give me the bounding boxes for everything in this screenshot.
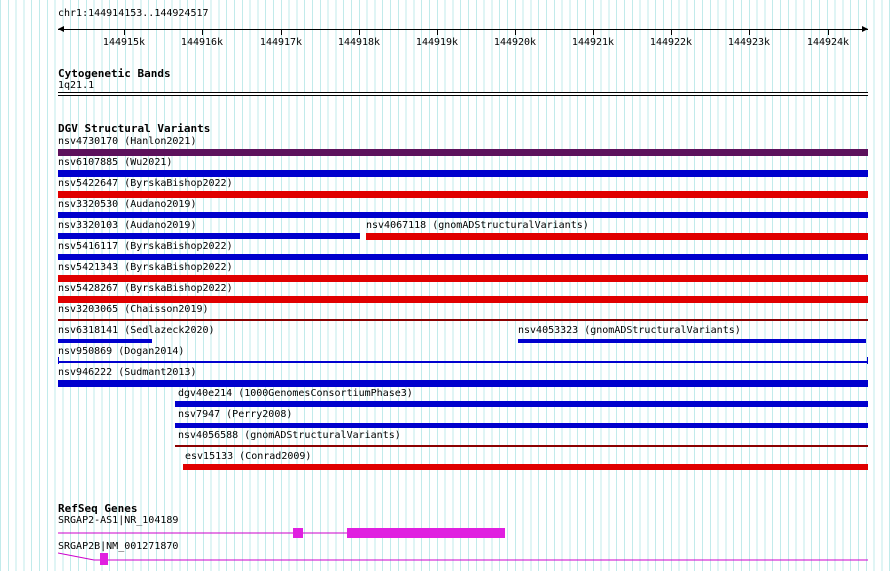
dgv-track-row: esv15133 (Conrad2009)	[58, 451, 868, 472]
ruler-tick-label: 144917k	[259, 37, 303, 48]
dgv-track-row: nsv7947 (Perry2008)	[58, 409, 868, 430]
variant-bar[interactable]	[58, 380, 868, 387]
variant-label[interactable]: nsv4067118 (gnomADStructuralVariants)	[366, 220, 589, 231]
variant-end-tick	[58, 357, 59, 364]
dgv-track-row: nsv3203065 (Chaisson2019)	[58, 304, 868, 325]
gene-structure[interactable]	[58, 526, 868, 540]
variant-label[interactable]: esv15133 (Conrad2009)	[185, 451, 312, 462]
variant-label[interactable]: nsv3203065 (Chaisson2019)	[58, 304, 209, 315]
gene-label[interactable]: SRGAP2B|NM_001271870	[58, 541, 179, 552]
ruler-tick	[359, 30, 360, 35]
variant-bar[interactable]	[175, 445, 868, 447]
gene-label[interactable]: SRGAP2-AS1|NR_104189	[58, 515, 179, 526]
ruler-tick	[593, 30, 594, 35]
dgv-track-row: dgv40e214 (1000GenomesConsortiumPhase3)	[58, 388, 868, 409]
ruler-tick-label: 144922k	[649, 37, 693, 48]
dgv-track-row: nsv5421343 (ByrskaBishop2022)	[58, 262, 868, 283]
variant-bar[interactable]	[58, 339, 152, 343]
ruler-left-arrow-icon	[58, 26, 64, 32]
ruler-tick-label: 144919k	[415, 37, 459, 48]
dgv-tracks-container: nsv4730170 (Hanlon2021) nsv6107885 (Wu202…	[58, 136, 868, 472]
dgv-track-row: nsv3320530 (Audano2019)	[58, 199, 868, 220]
cytoband-label[interactable]: 1q21.1	[58, 80, 95, 91]
variant-bar[interactable]	[58, 212, 868, 218]
gene-exon-box	[100, 553, 108, 565]
variant-label[interactable]: nsv5422647 (ByrskaBishop2022)	[58, 178, 233, 189]
coordinate-ruler[interactable]: 144915k 144916k 144917k 144918k 144919k 14492…	[58, 24, 868, 56]
variant-label[interactable]: nsv7947 (Perry2008)	[178, 409, 293, 420]
dgv-track-row: nsv3320103 (Audano2019) nsv4067118 (gnomA…	[58, 220, 868, 241]
variant-label[interactable]: nsv5421343 (ByrskaBishop2022)	[58, 262, 233, 273]
dgv-track-row: nsv950869 (Dogan2014)	[58, 346, 868, 367]
variant-bar[interactable]	[58, 149, 868, 156]
ruler-tick-label: 144918k	[337, 37, 381, 48]
section-title-cytogenetic-bands: Cytogenetic Bands	[58, 67, 171, 80]
variant-label[interactable]: nsv6318141 (Sedlazeck2020)	[58, 325, 215, 336]
variant-label[interactable]: nsv4056588 (gnomADStructuralVariants)	[178, 430, 401, 441]
variant-bar[interactable]	[58, 191, 868, 198]
variant-bar[interactable]	[58, 296, 868, 303]
variant-bar[interactable]	[175, 423, 868, 428]
variant-bar[interactable]	[58, 170, 868, 177]
variant-end-tick	[867, 357, 868, 364]
variant-label[interactable]: nsv5428267 (ByrskaBishop2022)	[58, 283, 233, 294]
ruler-tick	[124, 30, 125, 35]
dgv-track-row: nsv4730170 (Hanlon2021)	[58, 136, 868, 157]
variant-label[interactable]: nsv4730170 (Hanlon2021)	[58, 136, 197, 147]
variant-bar[interactable]	[58, 275, 868, 282]
ruler-tick-label: 144924k	[806, 37, 850, 48]
variant-label[interactable]: nsv4053323 (gnomADStructuralVariants)	[518, 325, 741, 336]
ruler-tick	[671, 30, 672, 35]
variant-label[interactable]: nsv3320530 (Audano2019)	[58, 199, 197, 210]
variant-label[interactable]: nsv946222 (Sudmant2013)	[58, 367, 197, 378]
ruler-tick	[437, 30, 438, 35]
variant-bar[interactable]	[175, 401, 868, 407]
ruler-tick-label: 144915k	[102, 37, 146, 48]
variant-bar[interactable]	[58, 233, 360, 239]
ruler-tick	[749, 30, 750, 35]
dgv-track-row: nsv946222 (Sudmant2013)	[58, 367, 868, 388]
variant-bar[interactable]	[518, 339, 866, 343]
gene-intron-line	[58, 552, 868, 561]
ruler-tick-label: 144920k	[493, 37, 537, 48]
dgv-track-row: nsv5428267 (ByrskaBishop2022)	[58, 283, 868, 304]
variant-bar[interactable]	[58, 361, 868, 363]
ruler-tick-label: 144921k	[571, 37, 615, 48]
ruler-tick-label: 144923k	[727, 37, 771, 48]
ruler-line	[58, 29, 868, 30]
dgv-track-row: nsv4056588 (gnomADStructuralVariants)	[58, 430, 868, 451]
variant-bar[interactable]	[183, 464, 868, 470]
ruler-tick-label: 144916k	[180, 37, 224, 48]
ruler-tick	[281, 30, 282, 35]
ruler-tick	[515, 30, 516, 35]
ruler-tick	[202, 30, 203, 35]
gene-exon-box	[347, 528, 505, 538]
gene-structure[interactable]	[58, 552, 868, 566]
variant-bar[interactable]	[366, 233, 868, 240]
cytoband-graphic[interactable]	[58, 92, 868, 96]
region-coordinates: chr1:144914153..144924517	[58, 8, 209, 19]
variant-label[interactable]: nsv5416117 (ByrskaBishop2022)	[58, 241, 233, 252]
variant-label[interactable]: nsv6107885 (Wu2021)	[58, 157, 173, 168]
dgv-track-row: nsv6107885 (Wu2021)	[58, 157, 868, 178]
variant-label[interactable]: nsv3320103 (Audano2019)	[58, 220, 197, 231]
dgv-track-row: nsv5422647 (ByrskaBishop2022)	[58, 178, 868, 199]
ruler-right-arrow-icon	[862, 26, 868, 32]
gene-exon-box	[293, 528, 303, 538]
variant-label[interactable]: nsv950869 (Dogan2014)	[58, 346, 185, 357]
ruler-tick	[828, 30, 829, 35]
section-title-refseq-genes: RefSeq Genes	[58, 502, 138, 515]
variant-bar[interactable]	[58, 319, 868, 321]
dgv-track-row: nsv5416117 (ByrskaBishop2022)	[58, 241, 868, 262]
dgv-track-row: nsv6318141 (Sedlazeck2020) nsv4053323 (gn…	[58, 325, 868, 346]
variant-bar[interactable]	[58, 254, 868, 260]
section-title-dgv-structural-variants: DGV Structural Variants	[58, 122, 211, 135]
variant-label[interactable]: dgv40e214 (1000GenomesConsortiumPhase3)	[178, 388, 413, 399]
